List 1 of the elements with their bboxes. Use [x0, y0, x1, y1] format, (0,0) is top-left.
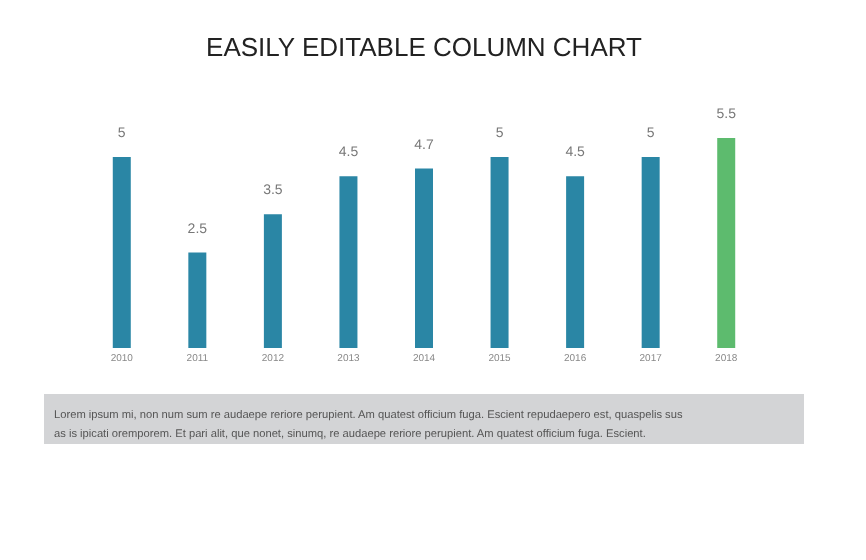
- chart-title: EASILY EDITABLE COLUMN CHART: [206, 32, 643, 62]
